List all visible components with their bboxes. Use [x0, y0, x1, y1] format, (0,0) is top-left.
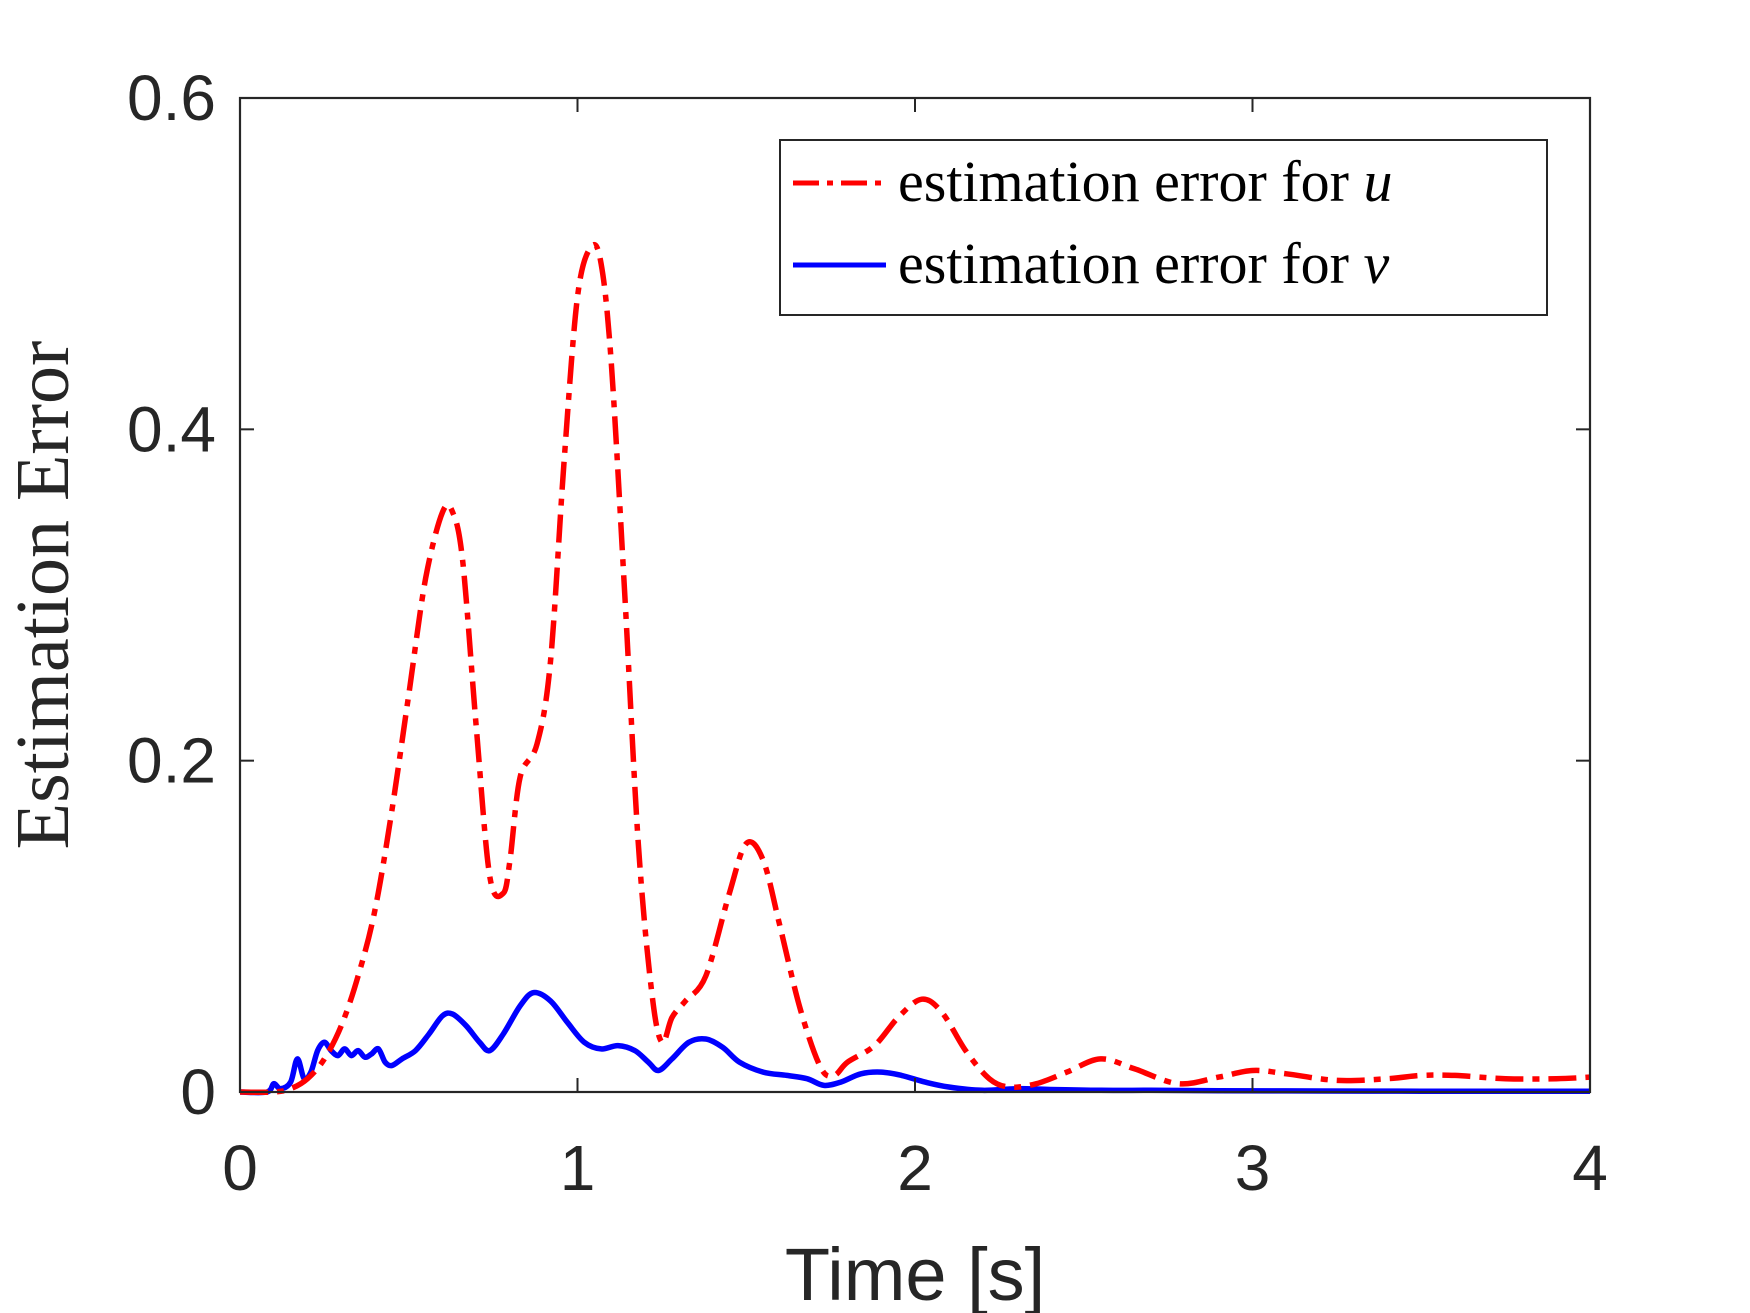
series-line-v: [239, 989, 1590, 1096]
legend-entry-v-prefix: estimation error for: [898, 231, 1363, 296]
legend-entry-u-var: u: [1363, 149, 1392, 214]
y-tick-label: 0.2: [127, 725, 216, 797]
legend-entry-v: estimation error for v: [898, 231, 1389, 296]
tick-labels: 0 1 2 3 4 0 0.2 0.4 0.6: [127, 62, 1608, 1204]
legend: estimation error for u estimation error …: [779, 139, 1548, 316]
axis-ticks: [239, 97, 1591, 1093]
y-tick-label: 0.6: [127, 62, 216, 134]
series-line-u: [239, 241, 1591, 1096]
legend-entry-u-prefix: estimation error for: [898, 149, 1363, 214]
x-tick-label: 3: [1235, 1132, 1271, 1204]
x-axis-title: Time [s]: [785, 1233, 1045, 1313]
x-tick-label: 1: [560, 1132, 596, 1204]
y-tick-label: 0.4: [127, 393, 216, 465]
legend-entry-u: estimation error for u: [898, 149, 1392, 214]
y-tick-label: 0: [180, 1056, 216, 1128]
x-tick-label: 2: [897, 1132, 933, 1204]
x-tick-label: 4: [1572, 1132, 1608, 1204]
x-tick-label: 0: [222, 1132, 258, 1204]
plot-area: [239, 241, 1591, 1096]
legend-entry-v-var: v: [1363, 231, 1389, 296]
legend-box: [779, 139, 1548, 316]
y-axis-title: Estimation Error: [1, 341, 85, 850]
